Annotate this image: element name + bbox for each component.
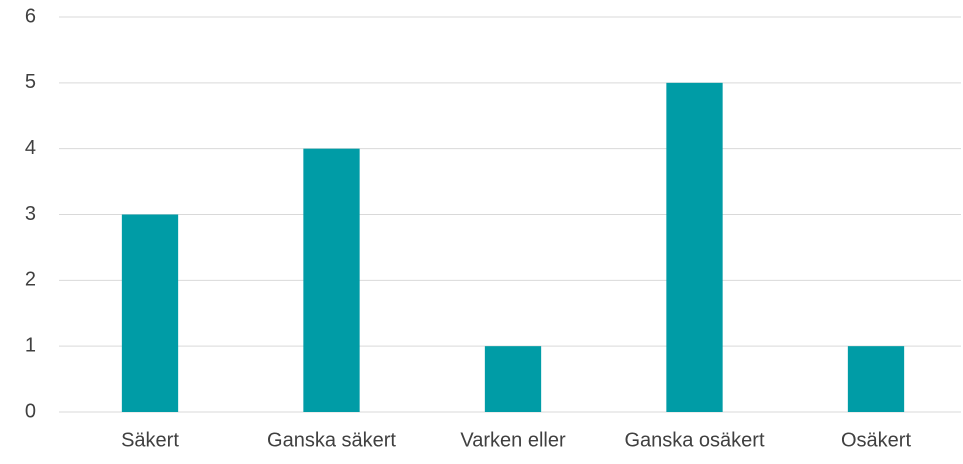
- x-tick-label: Varken eller: [460, 429, 566, 451]
- y-tick-label: 3: [25, 203, 36, 225]
- x-tick-label: Osäkert: [841, 429, 911, 451]
- bar: [121, 214, 179, 412]
- y-tick-label: 2: [25, 269, 36, 291]
- x-tick-label: Säkert: [121, 429, 179, 451]
- bar: [303, 148, 360, 412]
- x-tick-label: Ganska osäkert: [624, 429, 765, 451]
- y-tick-label: 0: [25, 400, 36, 422]
- bar: [666, 82, 723, 412]
- y-tick-label: 5: [25, 71, 36, 93]
- bar: [847, 346, 905, 412]
- y-tick-label: 4: [25, 137, 36, 159]
- x-tick-label: Ganska säkert: [267, 429, 396, 451]
- y-tick-label: 6: [25, 5, 36, 27]
- bar: [484, 346, 542, 412]
- y-tick-label: 1: [25, 334, 36, 356]
